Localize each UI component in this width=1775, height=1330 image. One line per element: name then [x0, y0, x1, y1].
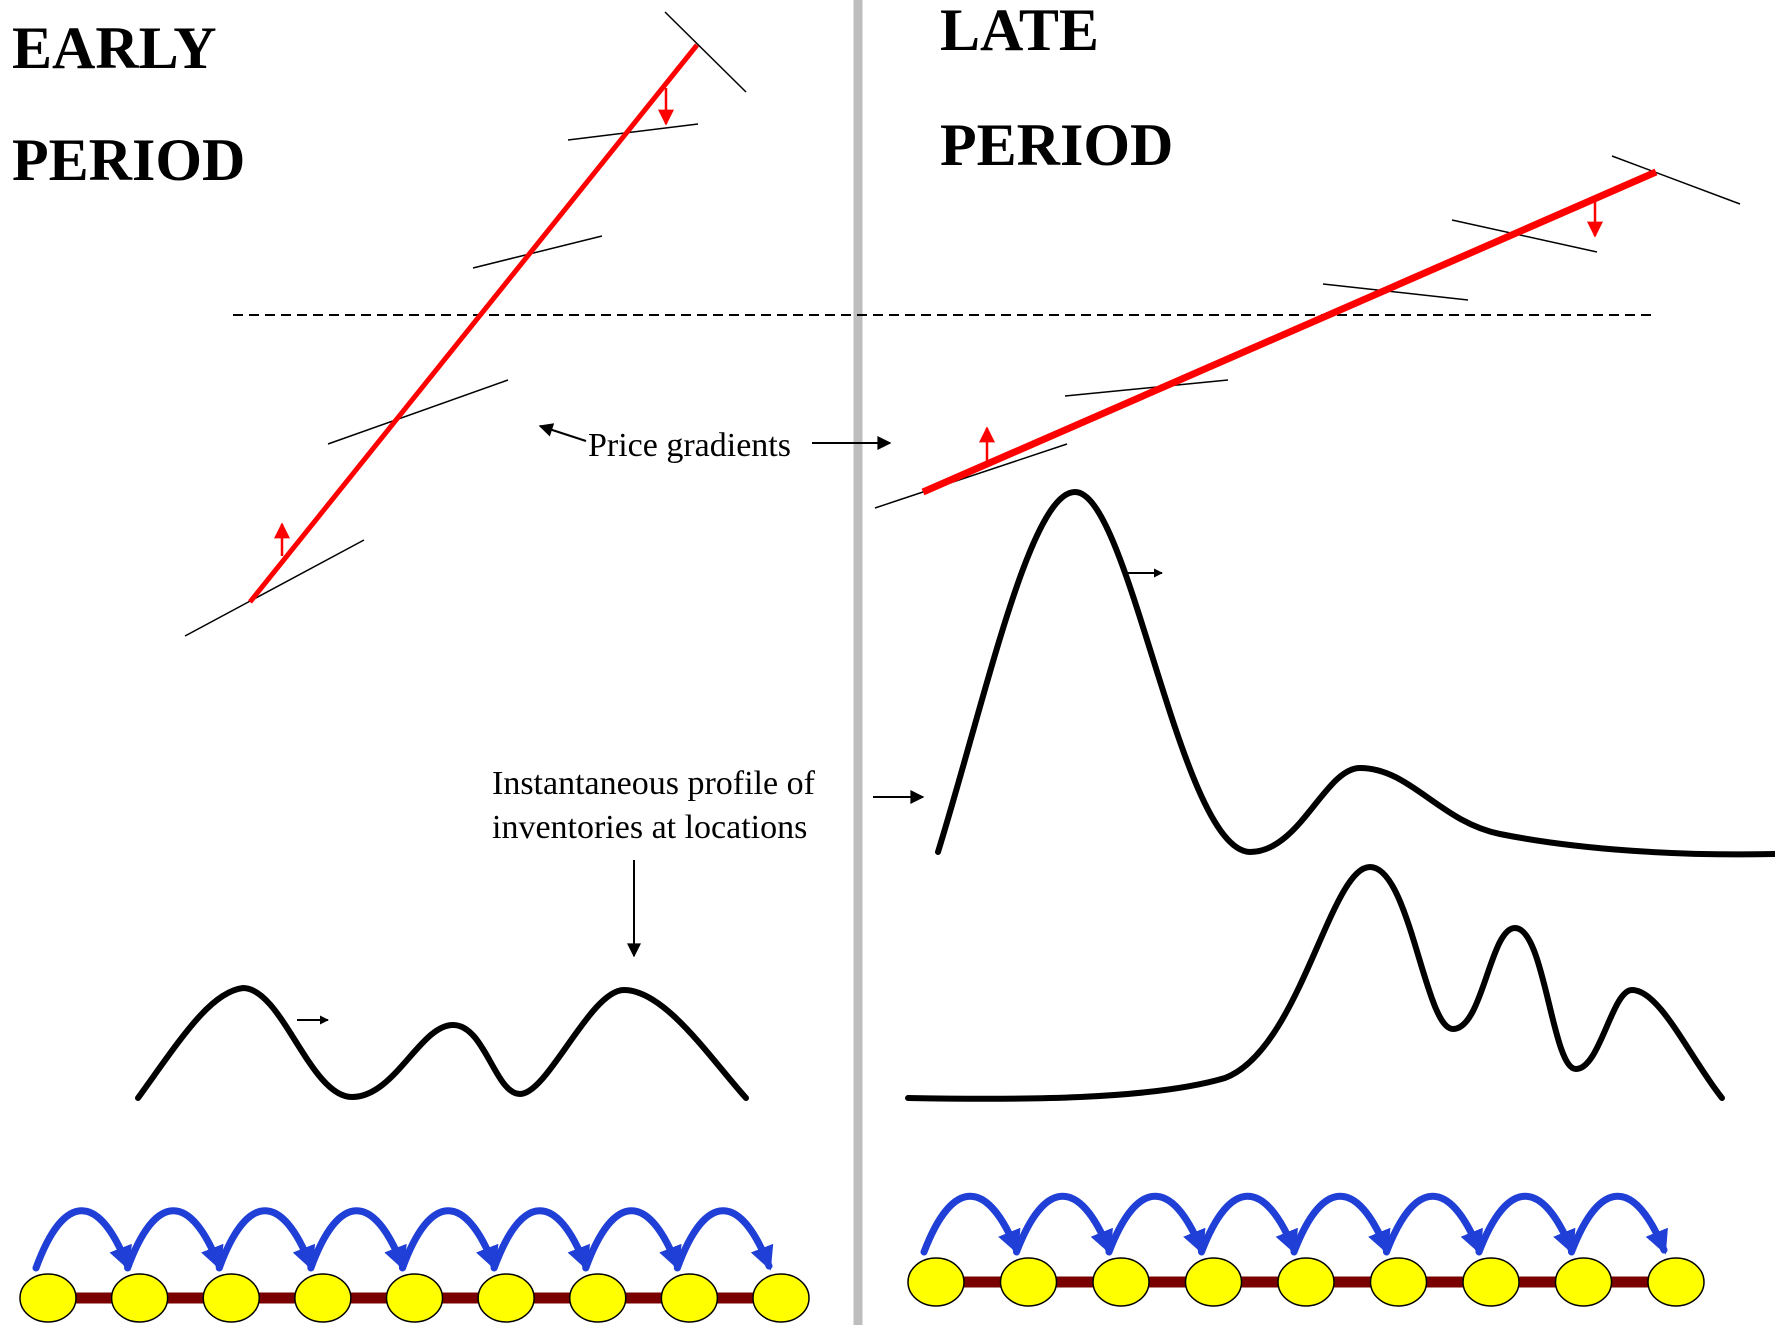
early-title-line2: PERIOD — [12, 127, 245, 193]
early-transfer-arrow — [215, 1207, 316, 1272]
late-transfer-arrow — [1475, 1192, 1576, 1256]
early-location-node — [385, 1273, 444, 1323]
late-tangent-3 — [1322, 283, 1469, 301]
late-transfer-arrow — [1568, 1192, 1668, 1256]
late-upper-inventory-curve — [935, 488, 1775, 858]
early-transfer-arrow — [490, 1207, 590, 1272]
early-location-node — [569, 1273, 627, 1323]
early-gradient-line — [248, 43, 699, 604]
late-tangent-4 — [1064, 379, 1229, 397]
early-transfer-arrow — [399, 1207, 499, 1272]
early-inventory-curve — [135, 984, 749, 1101]
early-tangent-1 — [664, 11, 747, 93]
early-location-node — [477, 1273, 535, 1323]
late-location-node — [1184, 1257, 1243, 1307]
late-location-node — [1369, 1257, 1428, 1307]
late-location-node — [1647, 1257, 1705, 1307]
early-location-node — [110, 1273, 169, 1323]
early-transfer-arrow — [307, 1207, 407, 1272]
late-title-line1: LATE — [940, 0, 1099, 63]
late-gradient-line — [921, 168, 1658, 496]
early-location-node — [202, 1273, 260, 1323]
early-location-node — [660, 1273, 719, 1323]
early-location-node — [294, 1273, 352, 1323]
early-location-network — [19, 1207, 810, 1323]
late-location-node — [1462, 1257, 1520, 1307]
late-location-network — [907, 1192, 1705, 1307]
late-transfer-arrow — [1290, 1192, 1391, 1256]
inventory-label-line1: Instantaneous profile of — [492, 765, 816, 802]
price-gradients-arrow-left — [538, 423, 587, 442]
late-tangent-5 — [874, 443, 1068, 509]
early-tangent-4 — [327, 379, 509, 445]
early-location-node — [752, 1273, 810, 1323]
inventory-label-line2: inventories at locations — [492, 809, 807, 846]
late-tangent-2 — [1451, 219, 1598, 253]
late-transfer-arrow — [920, 1192, 1021, 1256]
early-price-gradient — [184, 11, 747, 637]
late-price-gradient — [874, 155, 1741, 509]
late-location-node — [1554, 1257, 1613, 1307]
early-location-node — [19, 1273, 77, 1323]
late-location-node — [907, 1257, 965, 1307]
late-location-node — [1092, 1257, 1150, 1307]
late-location-node — [999, 1257, 1058, 1307]
late-title-line2: PERIOD — [940, 112, 1173, 178]
early-transfer-arrow — [32, 1207, 132, 1272]
early-transfer-arrow — [582, 1207, 682, 1272]
late-transfer-arrow — [1198, 1192, 1298, 1256]
late-lower-inventory-curve — [905, 863, 1725, 1102]
early-transfer-arrow — [124, 1207, 224, 1272]
late-transfer-arrow — [1105, 1192, 1206, 1256]
early-tangent-2 — [567, 123, 699, 141]
late-transfer-arrow — [1013, 1192, 1113, 1256]
late-transfer-arrow — [1383, 1192, 1483, 1256]
late-tangent-1 — [1611, 155, 1741, 205]
early-transfer-arrow — [673, 1207, 774, 1272]
price-gradients-label: Price gradients — [588, 427, 791, 464]
late-location-node — [1277, 1257, 1335, 1307]
early-tangent-3 — [472, 235, 603, 269]
early-title-line1: EARLY — [12, 15, 217, 81]
early-tangent-5 — [184, 539, 365, 637]
